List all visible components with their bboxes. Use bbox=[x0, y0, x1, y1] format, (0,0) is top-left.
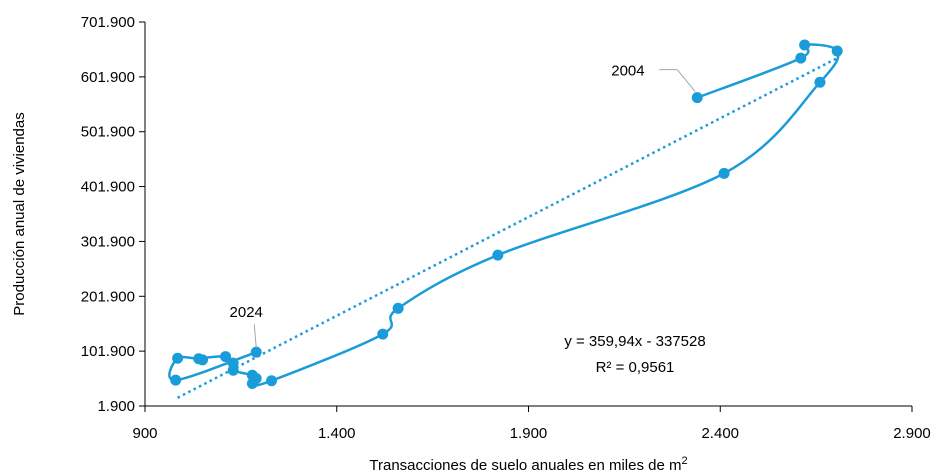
annotation-2004: 2004 bbox=[611, 63, 644, 80]
x-tick-label: 1.400 bbox=[318, 425, 356, 442]
data-point bbox=[246, 369, 258, 381]
data-point bbox=[227, 357, 239, 369]
data-points bbox=[170, 39, 843, 389]
data-point bbox=[197, 354, 209, 366]
trendline-r-squared: R² = 0,9561 bbox=[596, 359, 675, 376]
x-tick-label: 1.900 bbox=[510, 425, 548, 442]
annotation-2024: 2024 bbox=[230, 304, 263, 321]
x-tick-label: 2.400 bbox=[701, 425, 739, 442]
data-point bbox=[799, 39, 811, 51]
data-point bbox=[691, 92, 703, 104]
data-point bbox=[831, 45, 843, 57]
y-tick-label: 1.900 bbox=[97, 398, 135, 415]
data-point bbox=[392, 302, 404, 314]
x-tick-label: 900 bbox=[132, 425, 157, 442]
callout-line-2004-leader bbox=[676, 69, 696, 92]
data-point bbox=[377, 328, 389, 340]
x-tick-label: 2.900 bbox=[893, 425, 931, 442]
y-tick-label: 201.900 bbox=[81, 288, 135, 305]
y-tick-label: 501.900 bbox=[81, 124, 135, 141]
y-tick-label: 701.900 bbox=[81, 14, 135, 31]
y-tick-label: 601.900 bbox=[81, 69, 135, 86]
y-tick-label: 301.900 bbox=[81, 233, 135, 250]
data-point bbox=[250, 346, 262, 358]
x-axis-title-text: Transacciones de suelo anuales en miles … bbox=[369, 457, 681, 474]
series-line bbox=[168, 43, 840, 387]
data-point bbox=[718, 167, 730, 179]
data-point bbox=[795, 52, 807, 64]
y-tick-label: 401.900 bbox=[81, 179, 135, 196]
data-point bbox=[814, 76, 826, 88]
y-axis-title: Producción anual de viviendas bbox=[11, 112, 28, 315]
callouts: 2004 2024 bbox=[230, 63, 696, 348]
trendline-equation: y = 359,94x - 337528 bbox=[564, 333, 705, 350]
data-point bbox=[172, 352, 184, 364]
y-tick-label: 101.900 bbox=[81, 343, 135, 360]
x-axis: 900 1.400 1.900 2.400 2.900 bbox=[132, 405, 931, 442]
trendline bbox=[177, 56, 838, 399]
data-point bbox=[492, 249, 504, 261]
data-point bbox=[220, 351, 232, 363]
data-point bbox=[170, 374, 182, 386]
x-axis-title-superscript: 2 bbox=[682, 455, 688, 467]
callout-line-2024 bbox=[253, 324, 257, 348]
y-axis: 1.900 101.900 201.900 301.900 401.900 501.900… bbox=[81, 14, 146, 415]
x-axis-title: Transacciones de suelo anuales en miles … bbox=[369, 455, 687, 474]
data-point bbox=[266, 375, 278, 387]
